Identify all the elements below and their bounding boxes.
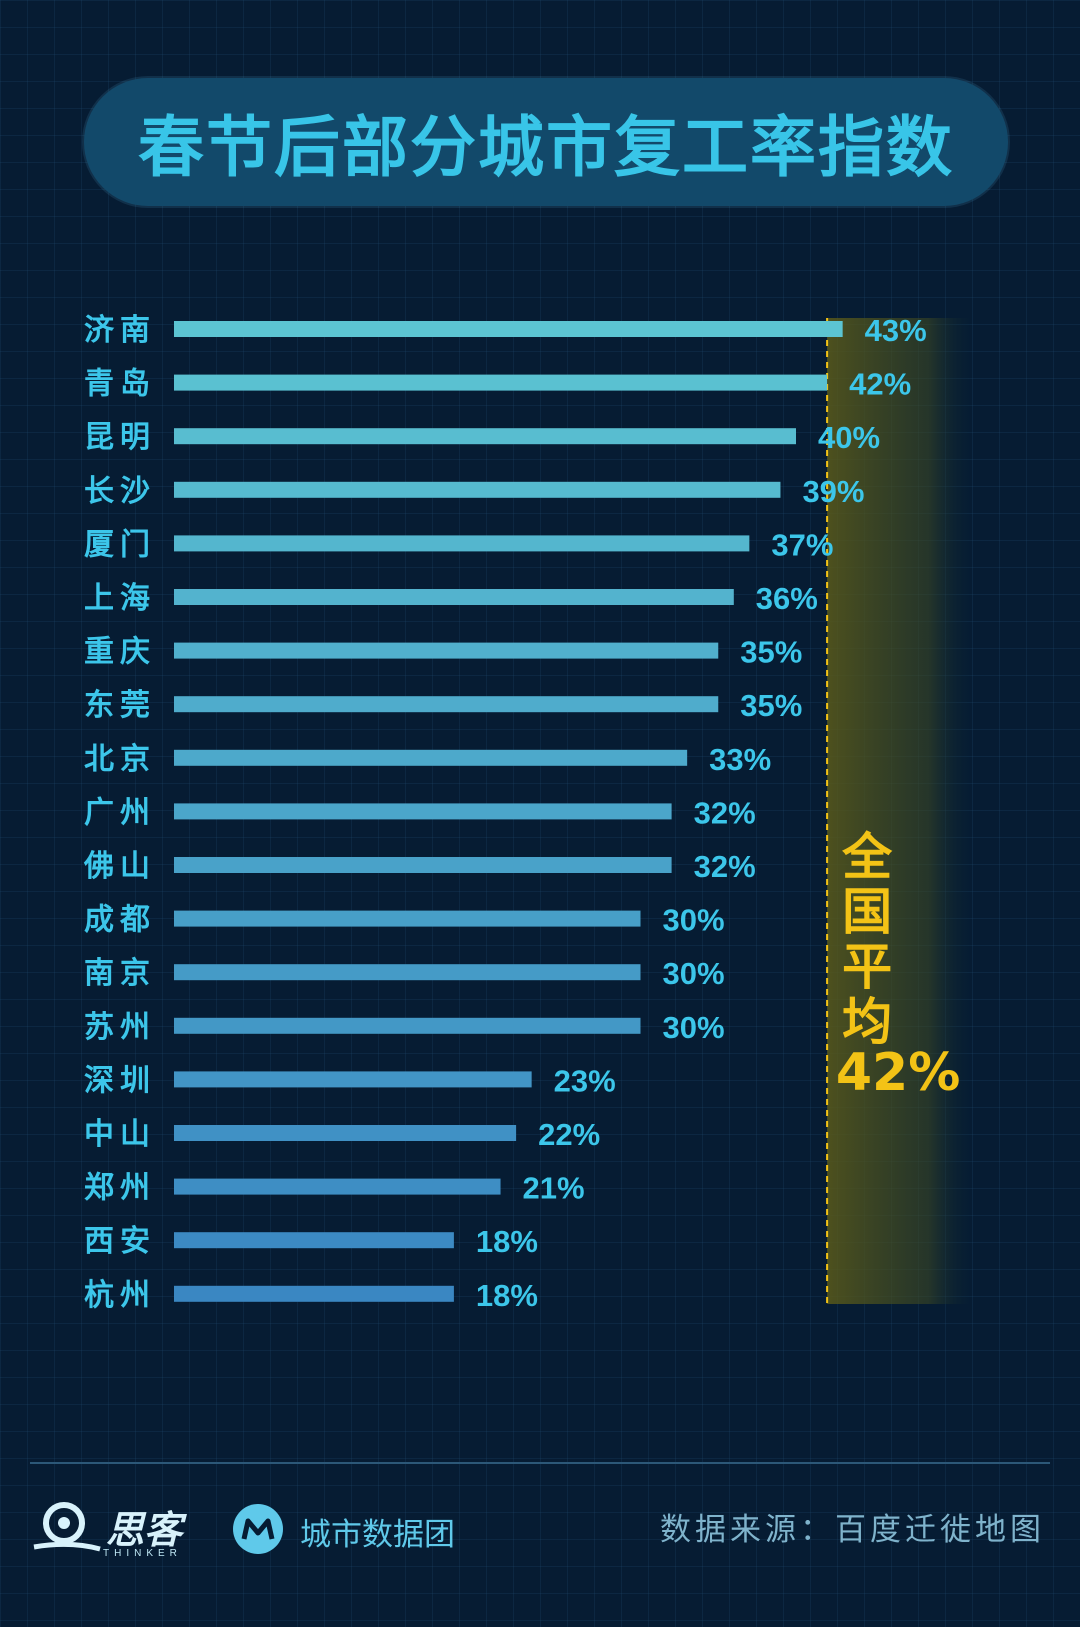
value-label: 30%: [663, 903, 725, 938]
bar: [174, 1017, 641, 1034]
brand-thinker-sub: THINKER: [103, 1548, 182, 1559]
value-label: 35%: [740, 688, 802, 723]
bar: [174, 374, 828, 391]
average-label-char: 全: [841, 828, 893, 886]
footer-divider: [30, 1462, 1050, 1464]
bar: [174, 1232, 454, 1249]
value-label: 42%: [849, 367, 911, 402]
bar: [174, 481, 781, 498]
category-label: 西安: [84, 1224, 156, 1259]
category-label: 郑州: [84, 1171, 156, 1206]
value-label: 33%: [709, 742, 771, 777]
value-label: 21%: [523, 1171, 585, 1206]
category-label: 北京: [84, 742, 156, 777]
average-band-fill: [827, 318, 973, 1304]
value-label: 23%: [554, 1063, 616, 1098]
bar: [174, 749, 688, 766]
chart-title: 春节后部分城市复工率指数: [138, 109, 954, 186]
bars-group: 济南 43% 青岛 42% 昆明 40% 长沙 39% 厦门 37% 上海 36% 重庆 35% 东莞 35%…: [83, 313, 927, 1313]
value-label: 18%: [476, 1224, 538, 1259]
brand-city-data-team: 城市数据团: [300, 1517, 455, 1553]
value-label: 30%: [663, 956, 725, 991]
bar: [174, 803, 672, 820]
data-source: 数据来源：百度迁徙地图: [660, 1512, 1045, 1548]
value-label: 35%: [740, 635, 802, 670]
bar: [174, 589, 734, 605]
category-label: 苏州: [84, 1010, 156, 1045]
thinker-logo-icon: [33, 1502, 101, 1552]
bar: [174, 696, 719, 713]
bar: [174, 321, 843, 337]
value-label: 32%: [694, 849, 756, 884]
category-label: 厦门: [84, 527, 156, 562]
category-label: 长沙: [84, 474, 156, 509]
bar: [174, 1071, 532, 1088]
bar: [174, 1178, 501, 1195]
category-label: 重庆: [84, 635, 156, 670]
category-label: 南京: [84, 956, 156, 991]
value-label: 30%: [663, 1010, 725, 1045]
city-data-team-logo-icon: [233, 1504, 283, 1554]
title-banner: 春节后部分城市复工率指数: [84, 78, 1008, 206]
category-label: 青岛: [84, 367, 156, 402]
value-label: 32%: [694, 795, 756, 830]
category-label: 上海: [84, 581, 156, 616]
bar: [174, 535, 750, 552]
bar: [174, 964, 641, 981]
average-label-char: 均: [842, 993, 892, 1051]
category-label: 昆明: [84, 420, 156, 455]
bar: [174, 1125, 517, 1141]
average-value-label: 42%: [836, 1043, 960, 1103]
value-label: 40%: [818, 420, 880, 455]
value-label: 37%: [771, 527, 833, 562]
value-label: 18%: [476, 1278, 538, 1313]
category-label: 广州: [84, 795, 156, 830]
category-label: 济南: [84, 313, 156, 348]
category-label: 东莞: [84, 688, 156, 723]
category-label: 成都: [84, 903, 156, 938]
value-label: 36%: [756, 581, 818, 616]
bar: [174, 642, 719, 659]
category-label: 佛山: [83, 849, 156, 884]
value-label: 39%: [802, 474, 864, 509]
bar: [174, 428, 796, 445]
average-label-char: 国: [842, 883, 892, 941]
bar: [174, 857, 672, 873]
bar: [174, 1285, 454, 1302]
average-label-char: 平: [842, 938, 892, 996]
category-label: 中山: [84, 1117, 156, 1152]
bar: [174, 910, 641, 927]
brand-thinker-name: 思客: [106, 1507, 183, 1552]
value-label: 22%: [538, 1117, 600, 1152]
value-label: 43%: [865, 313, 927, 348]
category-label: 深圳: [84, 1063, 156, 1098]
category-label: 杭州: [84, 1278, 156, 1313]
